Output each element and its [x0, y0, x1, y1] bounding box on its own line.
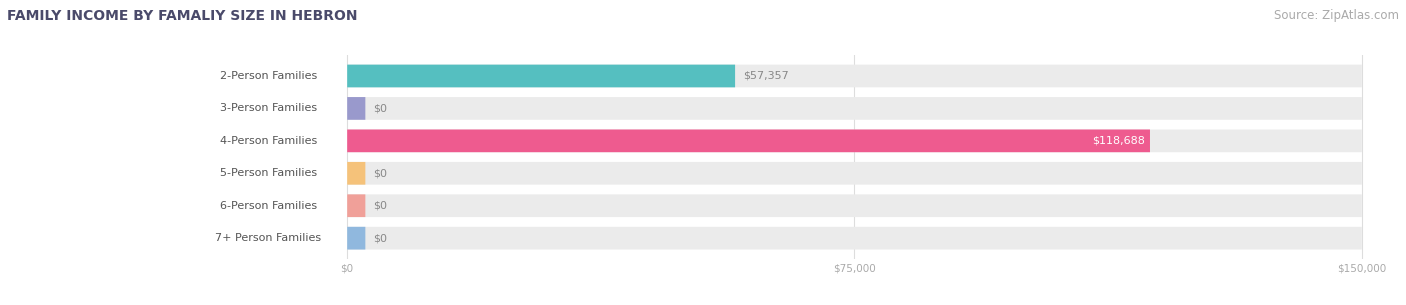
FancyBboxPatch shape	[347, 227, 366, 249]
Text: FAMILY INCOME BY FAMALIY SIZE IN HEBRON: FAMILY INCOME BY FAMALIY SIZE IN HEBRON	[7, 9, 357, 23]
FancyBboxPatch shape	[347, 227, 1362, 249]
FancyBboxPatch shape	[190, 162, 347, 185]
FancyBboxPatch shape	[190, 97, 347, 120]
Text: 4-Person Families: 4-Person Families	[219, 136, 318, 146]
FancyBboxPatch shape	[347, 162, 366, 185]
Text: $0: $0	[374, 168, 388, 178]
Text: 6-Person Families: 6-Person Families	[219, 201, 316, 211]
FancyBboxPatch shape	[347, 130, 1150, 152]
FancyBboxPatch shape	[347, 97, 1362, 120]
Text: $57,357: $57,357	[744, 71, 789, 81]
FancyBboxPatch shape	[347, 97, 366, 120]
FancyBboxPatch shape	[347, 65, 735, 87]
Text: 5-Person Families: 5-Person Families	[219, 168, 316, 178]
FancyBboxPatch shape	[190, 227, 347, 249]
FancyBboxPatch shape	[347, 194, 366, 217]
Text: $0: $0	[374, 201, 388, 211]
Text: Source: ZipAtlas.com: Source: ZipAtlas.com	[1274, 9, 1399, 22]
FancyBboxPatch shape	[347, 162, 1362, 185]
FancyBboxPatch shape	[190, 130, 347, 152]
Text: 7+ Person Families: 7+ Person Families	[215, 233, 322, 243]
FancyBboxPatch shape	[347, 130, 1362, 152]
Text: $0: $0	[374, 103, 388, 113]
Text: 2-Person Families: 2-Person Families	[219, 71, 318, 81]
FancyBboxPatch shape	[190, 194, 347, 217]
FancyBboxPatch shape	[347, 65, 1362, 87]
Text: $118,688: $118,688	[1092, 136, 1144, 146]
FancyBboxPatch shape	[347, 194, 1362, 217]
FancyBboxPatch shape	[190, 65, 347, 87]
Text: 3-Person Families: 3-Person Families	[219, 103, 316, 113]
Text: $0: $0	[374, 233, 388, 243]
